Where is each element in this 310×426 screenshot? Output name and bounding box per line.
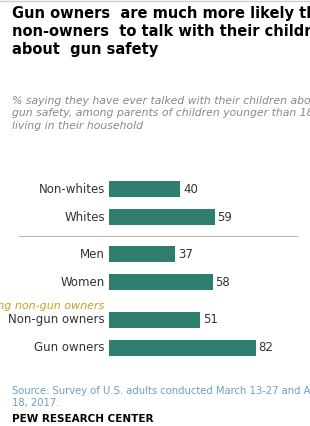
Text: 37: 37 (178, 248, 193, 261)
Text: Gun owners: Gun owners (34, 341, 105, 354)
Text: Women: Women (61, 276, 105, 289)
Text: Gun owners  are much more likely than
non-owners  to talk with their children
ab: Gun owners are much more likely than non… (12, 6, 310, 58)
Text: Among non-gun owners: Among non-gun owners (0, 301, 105, 311)
Bar (108, 209, 215, 225)
Text: Non-whites: Non-whites (38, 183, 105, 196)
Text: Source: Survey of U.S. adults conducted March 13-27 and April 4-
18, 2017.: Source: Survey of U.S. adults conducted … (12, 386, 310, 408)
Text: 82: 82 (259, 341, 273, 354)
Text: PEW RESEARCH CENTER: PEW RESEARCH CENTER (12, 414, 154, 424)
Text: 59: 59 (217, 210, 232, 224)
Bar (108, 340, 256, 356)
Bar (108, 181, 180, 197)
Text: % saying they have ever talked with their children about
gun safety, among paren: % saying they have ever talked with thei… (12, 96, 310, 131)
Text: 58: 58 (215, 276, 230, 289)
Text: Men: Men (80, 248, 105, 261)
Bar (108, 274, 213, 291)
Text: Non-gun owners: Non-gun owners (8, 313, 105, 326)
Bar (108, 246, 175, 262)
Text: 51: 51 (203, 313, 218, 326)
Text: Whites: Whites (64, 210, 105, 224)
Text: 40: 40 (183, 183, 198, 196)
Bar (108, 311, 200, 328)
